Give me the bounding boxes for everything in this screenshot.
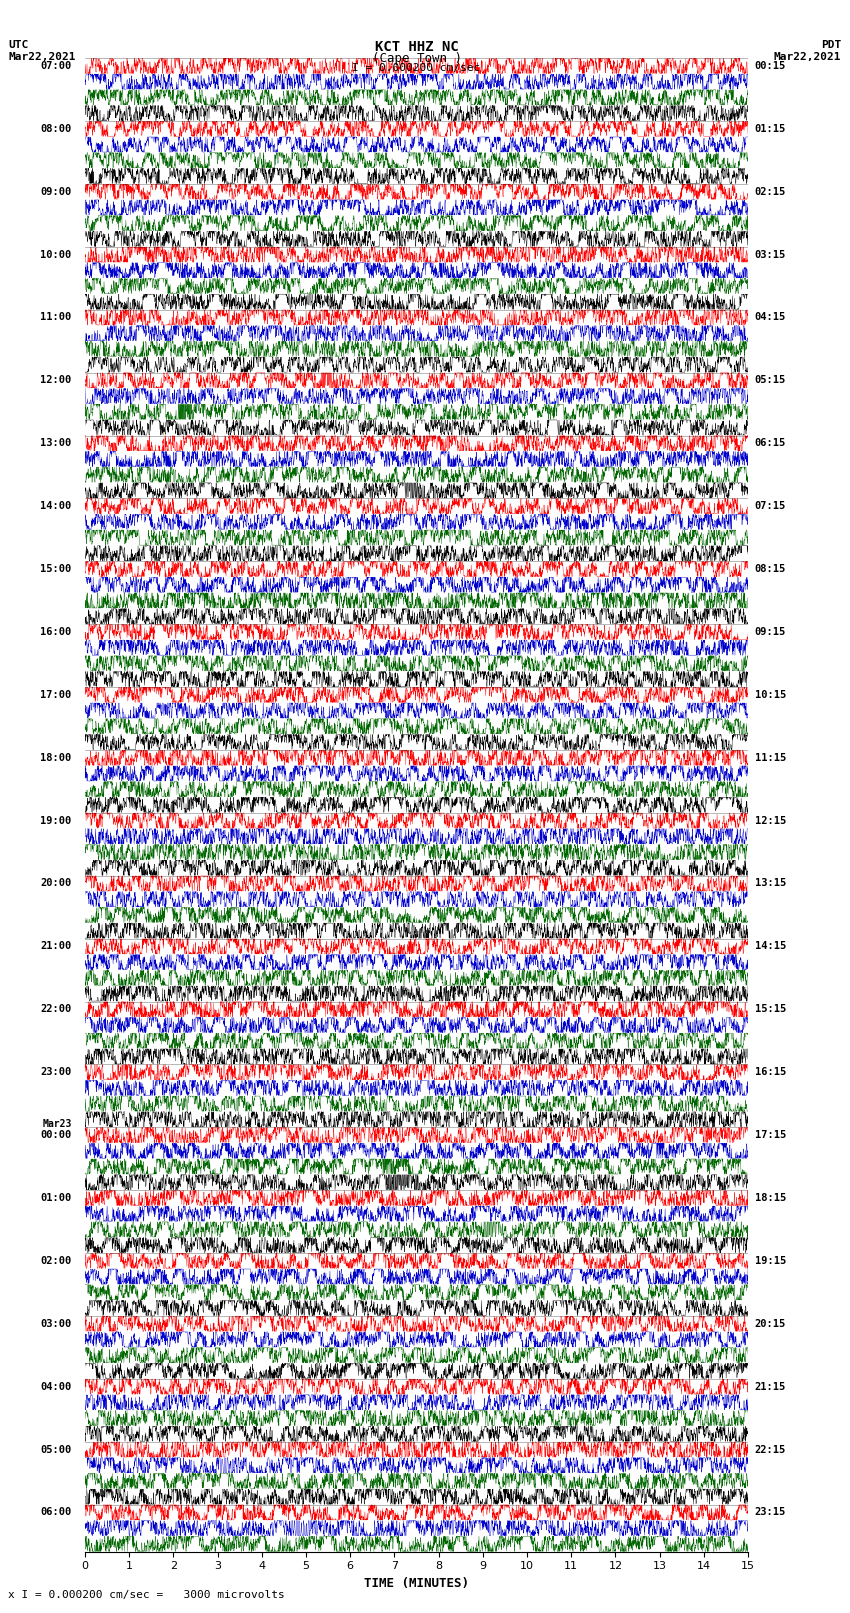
Text: 17:00: 17:00 <box>41 690 71 700</box>
Text: 13:15: 13:15 <box>755 879 786 889</box>
Text: x I = 0.000200 cm/sec =   3000 microvolts: x I = 0.000200 cm/sec = 3000 microvolts <box>8 1590 286 1600</box>
Text: 23:00: 23:00 <box>41 1068 71 1077</box>
Text: 22:00: 22:00 <box>41 1005 71 1015</box>
Text: UTC: UTC <box>8 40 29 50</box>
Text: 06:00: 06:00 <box>41 1508 71 1518</box>
Text: 17:15: 17:15 <box>755 1131 786 1140</box>
Text: 06:15: 06:15 <box>755 439 786 448</box>
Text: 03:15: 03:15 <box>755 250 786 260</box>
Text: 16:00: 16:00 <box>41 627 71 637</box>
Text: PDT: PDT <box>821 40 842 50</box>
Text: 08:15: 08:15 <box>755 565 786 574</box>
Text: 21:15: 21:15 <box>755 1382 786 1392</box>
Text: 20:15: 20:15 <box>755 1319 786 1329</box>
Text: 01:15: 01:15 <box>755 124 786 134</box>
Text: 04:00: 04:00 <box>41 1382 71 1392</box>
Text: 09:00: 09:00 <box>41 187 71 197</box>
Text: 21:00: 21:00 <box>41 942 71 952</box>
Text: 10:15: 10:15 <box>755 690 786 700</box>
Text: 08:00: 08:00 <box>41 124 71 134</box>
Text: 12:00: 12:00 <box>41 376 71 386</box>
Text: I = 0.000200 cm/sec: I = 0.000200 cm/sec <box>353 63 480 73</box>
Text: 23:15: 23:15 <box>755 1508 786 1518</box>
Text: 22:15: 22:15 <box>755 1445 786 1455</box>
Text: Mar22,2021: Mar22,2021 <box>8 52 76 61</box>
Text: 02:00: 02:00 <box>41 1257 71 1266</box>
Text: 18:15: 18:15 <box>755 1194 786 1203</box>
Text: 07:15: 07:15 <box>755 502 786 511</box>
Text: 03:00: 03:00 <box>41 1319 71 1329</box>
Text: (Cape Town ): (Cape Town ) <box>371 52 462 65</box>
Text: Mar22,2021: Mar22,2021 <box>774 52 842 61</box>
Text: 00:00: 00:00 <box>41 1131 71 1140</box>
Text: 19:00: 19:00 <box>41 816 71 826</box>
Text: 05:00: 05:00 <box>41 1445 71 1455</box>
Text: 00:15: 00:15 <box>755 61 786 71</box>
Text: 11:00: 11:00 <box>41 313 71 323</box>
Text: Mar23: Mar23 <box>42 1119 71 1129</box>
Text: 09:15: 09:15 <box>755 627 786 637</box>
Text: 18:00: 18:00 <box>41 753 71 763</box>
Text: 12:15: 12:15 <box>755 816 786 826</box>
Text: 04:15: 04:15 <box>755 313 786 323</box>
Text: 15:00: 15:00 <box>41 565 71 574</box>
Text: 13:00: 13:00 <box>41 439 71 448</box>
Text: 11:15: 11:15 <box>755 753 786 763</box>
Text: 14:15: 14:15 <box>755 942 786 952</box>
Text: 02:15: 02:15 <box>755 187 786 197</box>
Text: 14:00: 14:00 <box>41 502 71 511</box>
Text: 20:00: 20:00 <box>41 879 71 889</box>
Text: 01:00: 01:00 <box>41 1194 71 1203</box>
Text: 15:15: 15:15 <box>755 1005 786 1015</box>
Text: 07:00: 07:00 <box>41 61 71 71</box>
Text: 05:15: 05:15 <box>755 376 786 386</box>
Text: 10:00: 10:00 <box>41 250 71 260</box>
X-axis label: TIME (MINUTES): TIME (MINUTES) <box>364 1578 469 1590</box>
Text: KCT HHZ NC: KCT HHZ NC <box>375 40 458 55</box>
Text: 19:15: 19:15 <box>755 1257 786 1266</box>
Text: 16:15: 16:15 <box>755 1068 786 1077</box>
